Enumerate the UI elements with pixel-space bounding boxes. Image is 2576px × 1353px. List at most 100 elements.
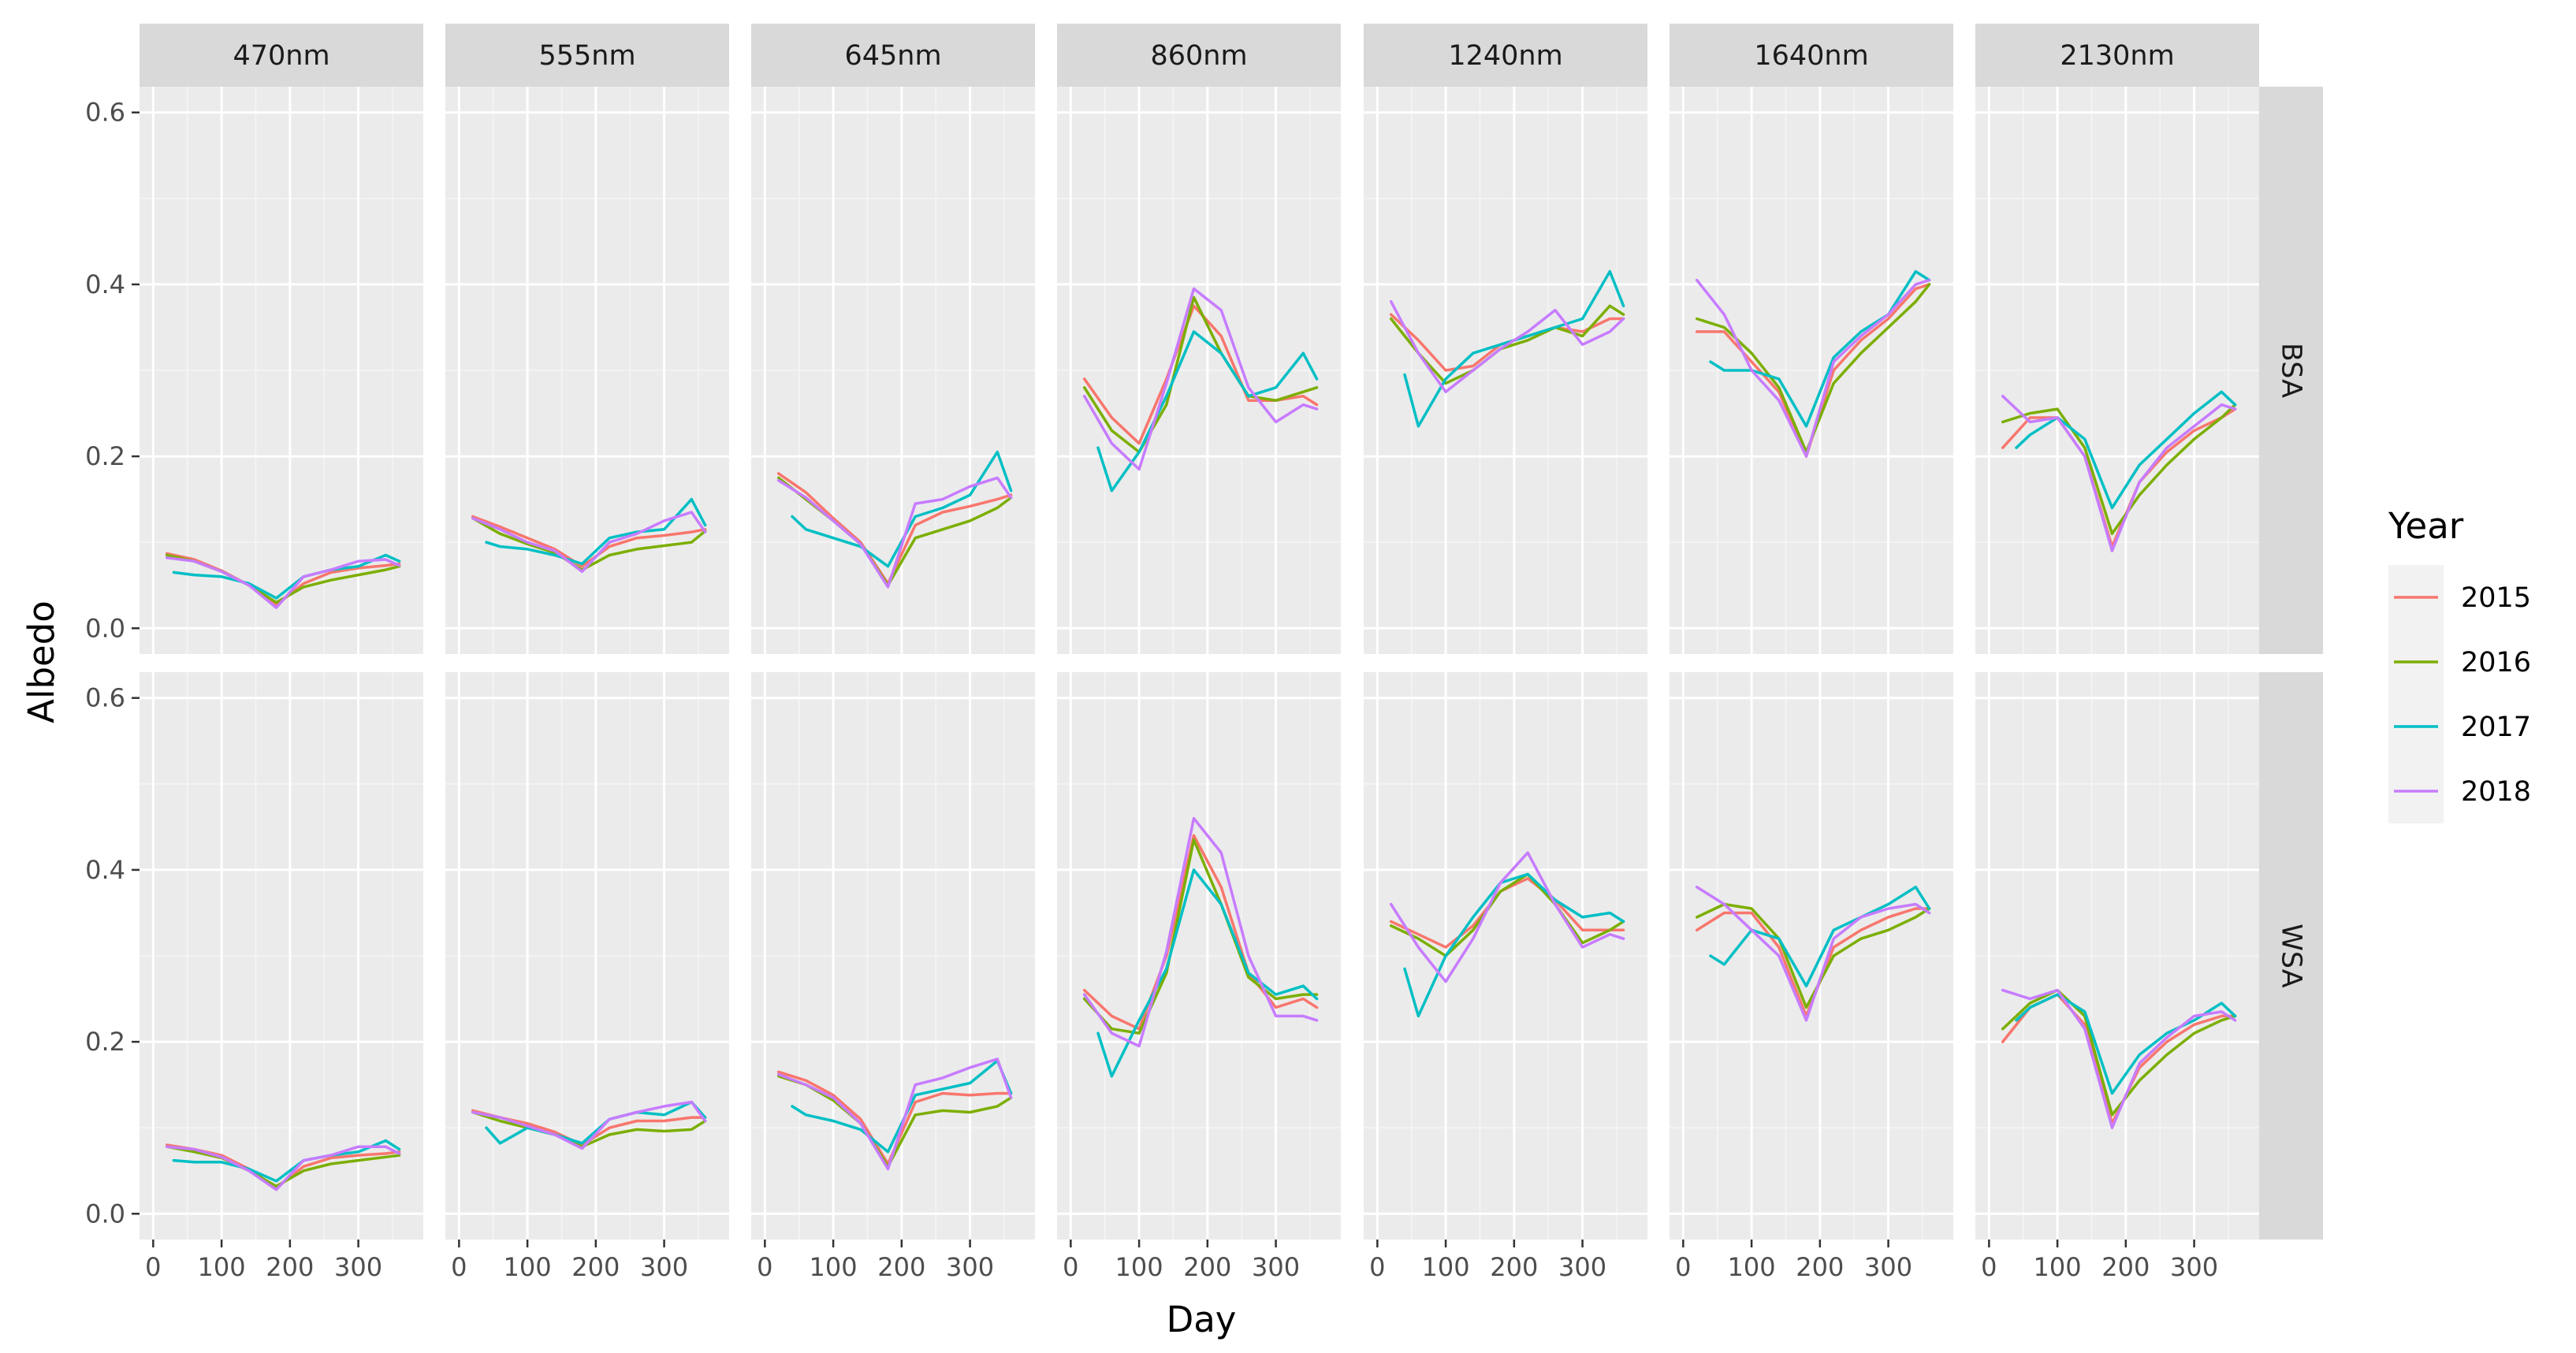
x-tick-label: 0 xyxy=(145,1252,161,1282)
series-line-2017 xyxy=(1096,868,1319,1078)
x-tick-label: 100 xyxy=(1728,1252,1776,1282)
series-line-2017 xyxy=(485,1100,707,1145)
y-tick-label: 0.0 xyxy=(85,613,125,643)
legend-entry-2016: 2016 xyxy=(2388,630,2531,694)
y-tick-label: 0.2 xyxy=(85,441,125,471)
series-line-2018 xyxy=(165,1145,401,1191)
legend-entry-2018: 2018 xyxy=(2388,759,2531,823)
x-tick-label: 0 xyxy=(1063,1252,1078,1282)
x-tick-label: 100 xyxy=(504,1252,552,1282)
panel-wsa-860nm xyxy=(1057,672,1341,1240)
series-line-2015 xyxy=(1082,304,1319,445)
strip-label: 1240nm xyxy=(1448,40,1562,72)
series-line-2017 xyxy=(1709,885,1931,987)
series-line-2016 xyxy=(1082,296,1319,454)
x-tick-label: 0 xyxy=(757,1252,772,1282)
series-line-2018 xyxy=(1389,299,1625,394)
series-line-2016 xyxy=(1389,304,1625,385)
x-tick-label: 300 xyxy=(2170,1252,2218,1282)
x-tick-label: 200 xyxy=(2101,1252,2150,1282)
strip-555nm: 555nm xyxy=(445,24,729,87)
panel-bsa-1240nm xyxy=(1364,87,1647,654)
series-line-2018 xyxy=(1695,885,1931,1022)
legend-label: 2018 xyxy=(2461,776,2531,808)
strip-1240nm: 1240nm xyxy=(1364,24,1647,87)
panel-wsa-1640nm xyxy=(1670,672,1953,1240)
strip-background xyxy=(1057,24,1341,87)
y-tick-label: 0.2 xyxy=(85,1027,125,1057)
series-line-2018 xyxy=(776,476,1013,589)
strip-645nm: 645nm xyxy=(751,24,1035,87)
panel-wsa-645nm xyxy=(751,672,1035,1240)
x-tick-label: 0 xyxy=(1369,1252,1385,1282)
series-line-2016 xyxy=(471,516,707,571)
strip-label: WSA xyxy=(2276,924,2307,987)
strip-860nm: 860nm xyxy=(1057,24,1341,87)
y-tick-label: 0.0 xyxy=(85,1199,125,1228)
y-tick-label: 0.4 xyxy=(85,269,125,299)
series-line-2017 xyxy=(2015,390,2237,510)
series-line-2016 xyxy=(471,1110,707,1148)
strips-layer: 470nm 555nm 645nm 860nm 1240nm 1640nm 2130nm BS… xyxy=(140,24,2323,1240)
strip-BSA: BSA xyxy=(2259,87,2323,654)
legend-entry-2017: 2017 xyxy=(2388,694,2531,759)
strip-background xyxy=(1670,24,1953,87)
strip-label: 645nm xyxy=(844,40,941,72)
series-line-2016 xyxy=(1389,872,1625,957)
x-tick-label: 300 xyxy=(334,1252,382,1282)
x-tick-label: 300 xyxy=(1864,1252,1912,1282)
series-line-2016 xyxy=(165,1145,401,1188)
x-tick-label: 200 xyxy=(266,1252,314,1282)
panel-bsa-470nm xyxy=(140,87,423,654)
x-tick-label: 0 xyxy=(1675,1252,1691,1282)
series-line-2018 xyxy=(1082,816,1319,1048)
x-tick-label: 200 xyxy=(1183,1252,1231,1282)
y-tick-label: 0.4 xyxy=(85,855,125,885)
strip-label: 1640nm xyxy=(1754,40,1868,72)
strip-2130nm: 2130nm xyxy=(1975,24,2259,87)
series-line-2018 xyxy=(1082,287,1319,471)
series-line-2018 xyxy=(165,556,401,609)
strip-1640nm: 1640nm xyxy=(1670,24,1953,87)
y-tick-label: 0.6 xyxy=(85,683,125,713)
series-line-2018 xyxy=(2001,394,2237,552)
x-tick-label: 300 xyxy=(1558,1252,1606,1282)
x-tick-label: 0 xyxy=(1981,1252,1997,1282)
series-line-2017 xyxy=(2015,993,2237,1095)
panel-bsa-645nm xyxy=(751,87,1035,654)
series-line-2017 xyxy=(485,497,707,566)
legend: Year 2015 2016 2017 2018 xyxy=(2388,505,2531,823)
series-line-2015 xyxy=(776,1070,1013,1165)
x-tick-label: 200 xyxy=(1796,1252,1844,1282)
series-line-2018 xyxy=(471,1100,707,1150)
strip-background xyxy=(751,24,1035,87)
panel-wsa-1240nm xyxy=(1364,672,1647,1240)
legend-label: 2016 xyxy=(2461,647,2531,678)
legend-entry-2015: 2015 xyxy=(2388,565,2531,630)
strip-label: 555nm xyxy=(538,40,635,72)
x-tick-label: 100 xyxy=(810,1252,858,1282)
x-tick-label: 300 xyxy=(640,1252,688,1282)
x-tick-label: 200 xyxy=(877,1252,925,1282)
x-tick-label: 0 xyxy=(451,1252,467,1282)
strip-label: 470nm xyxy=(233,40,329,72)
series-line-2016 xyxy=(1082,838,1319,1035)
panel-wsa-555nm xyxy=(445,672,729,1240)
panel-bsa-2130nm xyxy=(1975,87,2259,654)
series-line-2018 xyxy=(471,511,707,574)
strip-background xyxy=(445,24,729,87)
panels-layer xyxy=(140,87,2259,1240)
series-line-2017 xyxy=(1403,872,1625,1018)
strip-background xyxy=(1975,24,2259,87)
series-line-2015 xyxy=(1082,834,1319,1031)
y-axis-title: Albedo xyxy=(20,600,62,723)
strip-background xyxy=(1364,24,1647,87)
strip-background xyxy=(2259,672,2323,1240)
strip-label: 2130nm xyxy=(2060,40,2174,72)
strip-label: BSA xyxy=(2276,343,2307,398)
x-tick-label: 300 xyxy=(1252,1252,1300,1282)
series-line-2018 xyxy=(2001,988,2237,1129)
strip-WSA: WSA xyxy=(2259,672,2323,1240)
panel-bsa-1640nm xyxy=(1670,87,1953,654)
